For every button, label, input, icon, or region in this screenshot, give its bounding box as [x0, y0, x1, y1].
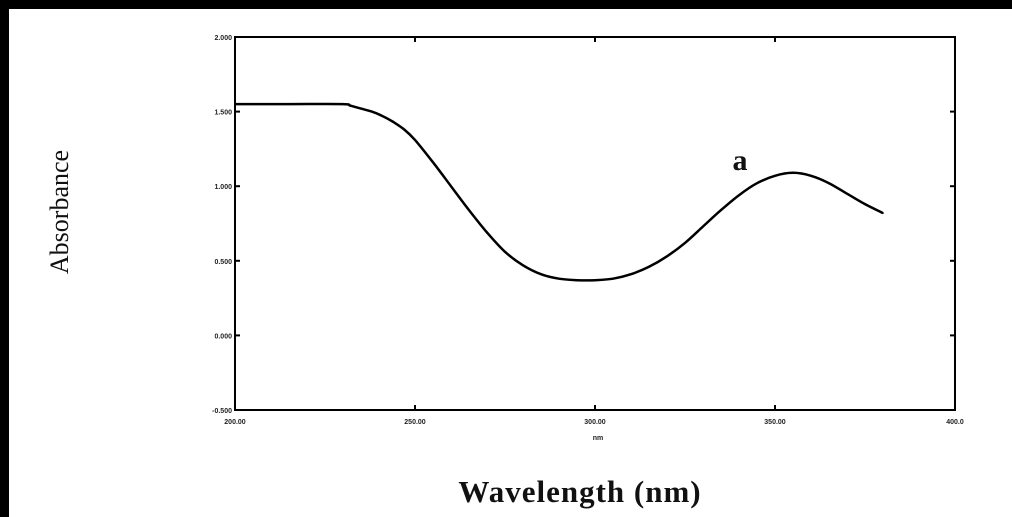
top-border [0, 0, 1012, 9]
data-point [756, 182, 758, 184]
data-point [288, 103, 290, 105]
curve-annotation: a [733, 144, 748, 177]
plot-frame [234, 36, 956, 411]
data-point [792, 172, 794, 174]
y-axis-label: Absorbance [45, 150, 74, 274]
data-point [432, 161, 434, 164]
y-tick-label: 0.500 [214, 259, 232, 266]
data-point [882, 212, 884, 214]
x-axis-ticks: 200.00 250.00 300.00 350.00 400.0 [224, 37, 964, 426]
data-point [468, 209, 470, 211]
data-point [666, 255, 668, 258]
y-tick-label: -0.500 [212, 408, 232, 415]
y-tick-label: 1.500 [214, 110, 232, 117]
data-point [558, 277, 560, 280]
data-point [738, 194, 740, 196]
data-point [342, 103, 344, 105]
data-point [414, 139, 416, 141]
data-point [702, 225, 704, 228]
x-axis-label: Wavelength (nm) [458, 474, 701, 509]
data-point [594, 279, 596, 282]
data-point [371, 110, 373, 113]
data-point [234, 103, 236, 105]
data-point [720, 209, 722, 211]
data-point [540, 273, 542, 276]
data-point [612, 277, 614, 280]
data-point [576, 279, 578, 282]
data-point [864, 203, 866, 205]
data-point [648, 266, 650, 268]
data-point [846, 192, 848, 195]
data-point [522, 264, 524, 267]
data-point [392, 121, 395, 123]
x-tick-label: 350.00 [764, 419, 786, 426]
x-tick-label: 250.00 [404, 419, 426, 426]
series-group [234, 102, 884, 282]
data-point [774, 175, 776, 177]
data-point [504, 251, 506, 253]
data-point [403, 128, 406, 131]
data-point [450, 185, 452, 187]
data-point [486, 231, 488, 234]
y-tick-label: 0.000 [214, 333, 232, 340]
x-axis-unit-mark: nm [593, 435, 604, 442]
x-tick-label: 200.00 [224, 419, 246, 426]
x-tick-label: 400.0 [946, 419, 964, 426]
y-tick-label: 1.000 [214, 184, 232, 191]
data-point [360, 107, 362, 110]
data-point [381, 115, 384, 117]
y-tick-label: 2.000 [214, 35, 232, 42]
data-point [810, 175, 812, 177]
data-point [684, 242, 686, 244]
data-point [349, 104, 352, 107]
data-point [630, 273, 632, 276]
x-tick-label: 300.00 [584, 419, 606, 426]
absorbance-curve [235, 102, 884, 282]
left-border [0, 0, 9, 517]
y-axis-ticks: 2.000 1.500 1.000 0.500 0.000 -0.500 [212, 35, 955, 415]
plot-axes [234, 36, 956, 411]
data-point [828, 182, 830, 184]
